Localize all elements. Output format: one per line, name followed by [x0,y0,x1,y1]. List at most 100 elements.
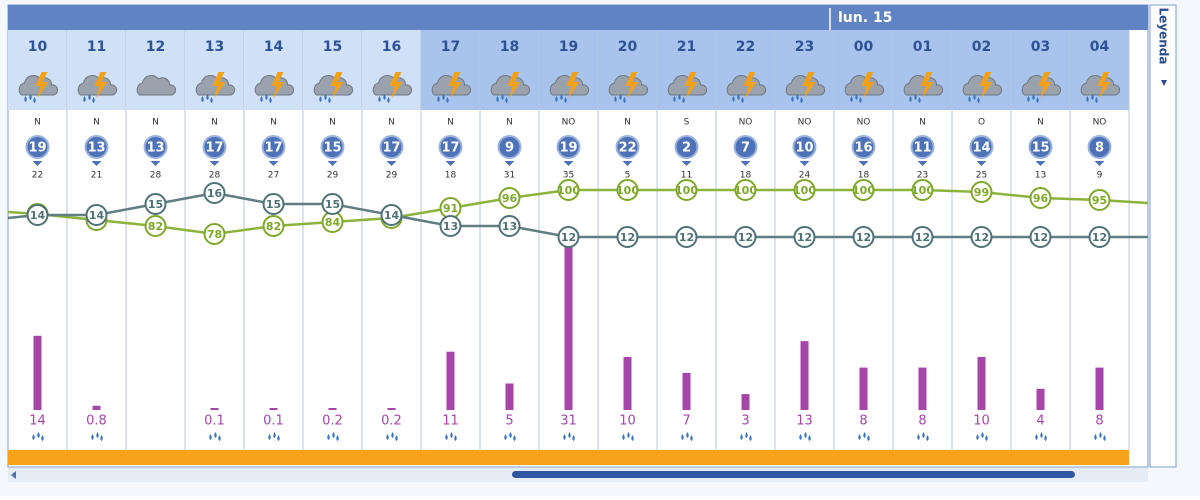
precip-bar [918,367,927,410]
drop-icon [91,434,94,440]
wind-direction: N [152,118,159,128]
drop-icon [682,97,685,103]
temperature-label: 12 [974,231,989,244]
wind-speed: 8 [1095,141,1104,156]
temperature-label: 13 [502,220,517,233]
wind-badge [261,135,286,159]
daylight-strip [362,450,421,465]
wind-speed: 14 [972,141,990,156]
wind-badge [733,135,758,159]
cloud-icon [136,75,177,96]
temperature-label: 12 [856,231,871,244]
wind-badge [969,135,994,159]
scroll-left[interactable] [11,471,16,479]
wind-speed: 17 [441,141,459,156]
hour-label: 22 [736,39,755,55]
precip-bar [977,357,986,410]
legend-arrow[interactable] [1161,80,1167,86]
precip-label: 0.1 [263,414,284,429]
wind-gust: 22 [32,171,43,181]
header-cell [67,30,126,110]
hour-column: 15 N 15 29 0.2 [303,30,363,465]
wind-speed: 15 [1031,141,1049,156]
wind-badge [379,135,404,159]
scroll-thumb[interactable] [512,471,1075,478]
drop-icon [555,96,558,102]
drop-icon [673,96,676,102]
drop-icon [437,96,440,102]
hour-column: 17 N 17 18 11 [421,30,481,465]
temperature-marker [262,193,285,215]
wind-speed: 7 [741,141,750,156]
wind-speed: 13 [146,141,164,156]
temperature-marker [203,182,226,204]
hour-label: 02 [972,39,991,55]
hour-column: 12 N 13 28 [126,30,186,465]
drop-icon [918,97,921,103]
wind-gust: 21 [91,171,102,181]
daylight-strip [1070,450,1129,465]
temperature-label: 12 [1092,231,1107,244]
drop-icon [799,434,802,440]
header-cell [1070,30,1129,110]
daylight-strip [244,450,303,465]
temperature-marker [1088,226,1111,248]
daylight-strip [1011,450,1070,465]
drop-icon [33,97,36,103]
drop-icon [985,435,988,441]
temperature-marker [439,215,462,237]
wind-badge [851,135,876,159]
drop-icon [1086,96,1089,102]
wind-gust: 23 [917,171,928,181]
drop-icon [387,97,390,103]
precip-label: 8 [1095,414,1103,429]
precip-label: 10 [619,414,636,429]
temperature-marker [616,226,639,248]
precip-label: 14 [29,414,46,429]
temperature-label: 16 [207,187,223,200]
drop-icon [214,432,217,438]
drop-icon [968,96,971,102]
lightning-icon [271,72,285,98]
drop-icon [277,435,280,441]
drop-icon [804,432,807,438]
drop-icon [24,96,27,102]
hour-column: 22 NO 7 18 3 [716,30,776,465]
humidity-label: 82 [148,220,163,233]
hour-label: 11 [87,39,106,55]
drop-icon [791,96,794,102]
precip-label: 5 [505,414,513,429]
lightning-icon [448,72,462,98]
hour-column: 19 NO 19 35 31 [539,30,599,465]
temperature-marker [911,226,934,248]
wind-speed: 19 [559,141,577,156]
legend-tab[interactable] [1149,4,1177,468]
daylight-strip [421,450,480,465]
drop-icon [1095,97,1098,103]
humidity-marker [1029,187,1052,209]
hour-column: 14 N 17 27 0.1 [244,30,304,465]
humidity-label: 78 [207,228,222,241]
drop-icon [201,96,204,102]
drop-icon [509,432,512,438]
header-cell [893,30,952,110]
legend-tab-label[interactable]: Leyenda [1157,8,1171,65]
temperature-label: 12 [620,231,635,244]
drop-icon [560,94,563,100]
drop-icon [209,434,212,440]
precip-bar [446,351,455,410]
wind-badge [320,135,345,159]
drop-icon [973,94,976,100]
temperature-label: 13 [443,220,458,233]
wind-direction: O [978,118,985,128]
wind-speed: 15 [323,141,341,156]
precip-bar [210,408,219,410]
drop-icon [504,434,507,440]
drop-icon [454,435,457,441]
wind-speed: 22 [618,141,636,156]
precip-label: 10 [973,414,990,429]
wind-speed: 11 [913,141,931,156]
precip-label: 3 [741,414,749,429]
wind-speed: 17 [264,141,282,156]
humidity-marker [852,179,875,201]
